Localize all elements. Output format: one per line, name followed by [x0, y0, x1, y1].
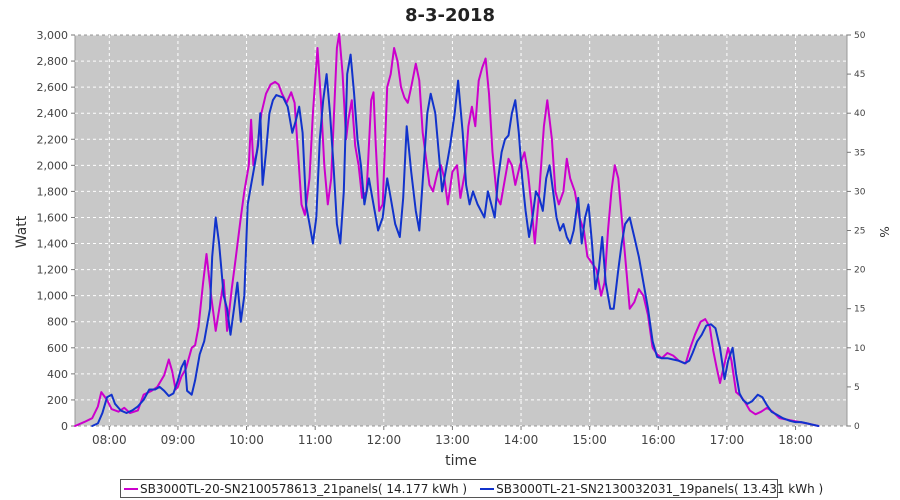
- axes: 02004006008001,0001,2001,4001,6001,8002,…: [37, 29, 866, 447]
- y-tick-label: 2,600: [37, 81, 69, 94]
- x-axis-label: time: [445, 453, 477, 469]
- series: [74, 32, 820, 427]
- y2-axis-label: %: [877, 226, 891, 237]
- y2-tick-label: 35: [854, 148, 865, 158]
- legend-swatch: [124, 487, 138, 490]
- y-tick-label: 2,000: [37, 159, 69, 172]
- x-tick-label: 08:00: [92, 433, 127, 447]
- x-tick-label: 18:00: [778, 433, 813, 447]
- x-tick-label: 12:00: [367, 433, 402, 447]
- y2-tick-label: 25: [854, 227, 865, 237]
- y2-tick-label: 15: [854, 305, 865, 315]
- y-tick-label: 2,400: [37, 107, 69, 120]
- x-tick-label: 17:00: [710, 433, 745, 447]
- x-tick-label: 15:00: [572, 433, 607, 447]
- legend-swatch: [480, 487, 495, 490]
- legend-label: SB3000TL-20-SN2100578613_21panels( 14.17…: [140, 481, 468, 496]
- legend: SB3000TL-20-SN2100578613_21panels( 14.17…: [120, 479, 823, 498]
- y2-tick-label: 45: [854, 70, 865, 80]
- x-tick-label: 10:00: [229, 433, 264, 447]
- x-tick-label: 14:00: [504, 433, 539, 447]
- legend-item: SB3000TL-21-SN2130032031_19panels( 13.43…: [480, 482, 823, 496]
- y-tick-label: 1,600: [37, 211, 69, 224]
- x-tick-label: 11:00: [298, 433, 333, 447]
- y-tick-label: 400: [47, 368, 68, 381]
- y2-tick-label: 40: [854, 109, 866, 119]
- series-line-1: [74, 32, 820, 427]
- y-tick-label: 1,200: [37, 264, 69, 277]
- y2-tick-label: 0: [854, 422, 860, 432]
- legend-item: SB3000TL-20-SN2100578613_21panels( 14.17…: [124, 482, 467, 496]
- y2-tick-label: 50: [854, 31, 866, 41]
- y-tick-label: 1,000: [37, 290, 69, 303]
- x-tick-label: 16:00: [641, 433, 676, 447]
- y-tick-label: 800: [47, 316, 68, 329]
- y-tick-label: 2,200: [37, 133, 69, 146]
- chart-title: 8-3-2018: [405, 5, 495, 26]
- series-line-2: [91, 53, 820, 427]
- plot-area: [74, 34, 848, 427]
- y-tick-label: 0: [61, 420, 68, 433]
- y-tick-label: 3,000: [37, 29, 69, 42]
- y-tick-label: 1,400: [37, 238, 69, 251]
- legend-label: SB3000TL-21-SN2130032031_19panels( 13.43…: [496, 481, 824, 496]
- y2-tick-label: 5: [854, 383, 860, 393]
- x-tick-label: 09:00: [161, 433, 196, 447]
- y-tick-label: 2,800: [37, 55, 69, 68]
- y2-tick-label: 30: [854, 187, 866, 197]
- y-tick-label: 600: [47, 342, 68, 355]
- y-tick-label: 1,800: [37, 185, 69, 198]
- y2-tick-label: 10: [854, 344, 866, 354]
- chart: 8-3-2018 Watt % time 02004006008001,0001…: [14, 5, 891, 469]
- x-tick-label: 13:00: [435, 433, 470, 447]
- y-axis-label: Watt: [14, 215, 30, 248]
- y2-tick-label: 20: [854, 266, 866, 276]
- y-tick-label: 200: [47, 394, 68, 407]
